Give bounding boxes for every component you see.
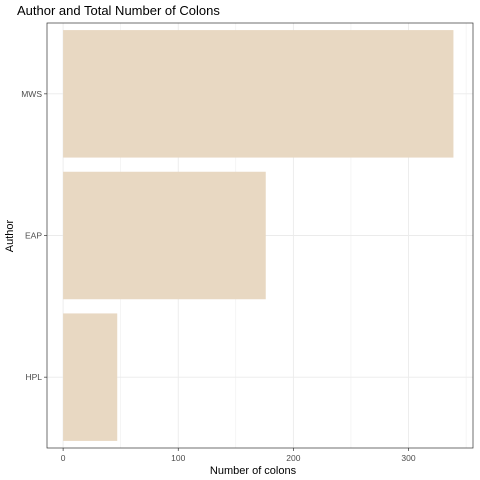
x-tick-label: 200: [286, 453, 300, 463]
x-tick-label: 100: [171, 453, 185, 463]
x-tick-label: 300: [401, 453, 415, 463]
x-axis-title: Number of colons: [210, 465, 297, 477]
x-axis-ticks: 0 100 200 300: [61, 448, 416, 463]
bar-hpl: [63, 313, 117, 441]
y-tick-label: EAP: [25, 231, 42, 241]
bar-mws: [63, 30, 453, 157]
bar-eap: [63, 172, 266, 300]
y-axis-ticks: MWS EAP HPL: [21, 89, 47, 382]
y-axis-title: Author: [4, 219, 16, 252]
chart-title: Author and Total Number of Colons: [17, 3, 220, 18]
y-tick-label: MWS: [21, 89, 42, 99]
x-tick-label: 0: [61, 453, 66, 463]
y-tick-label: HPL: [25, 372, 42, 382]
